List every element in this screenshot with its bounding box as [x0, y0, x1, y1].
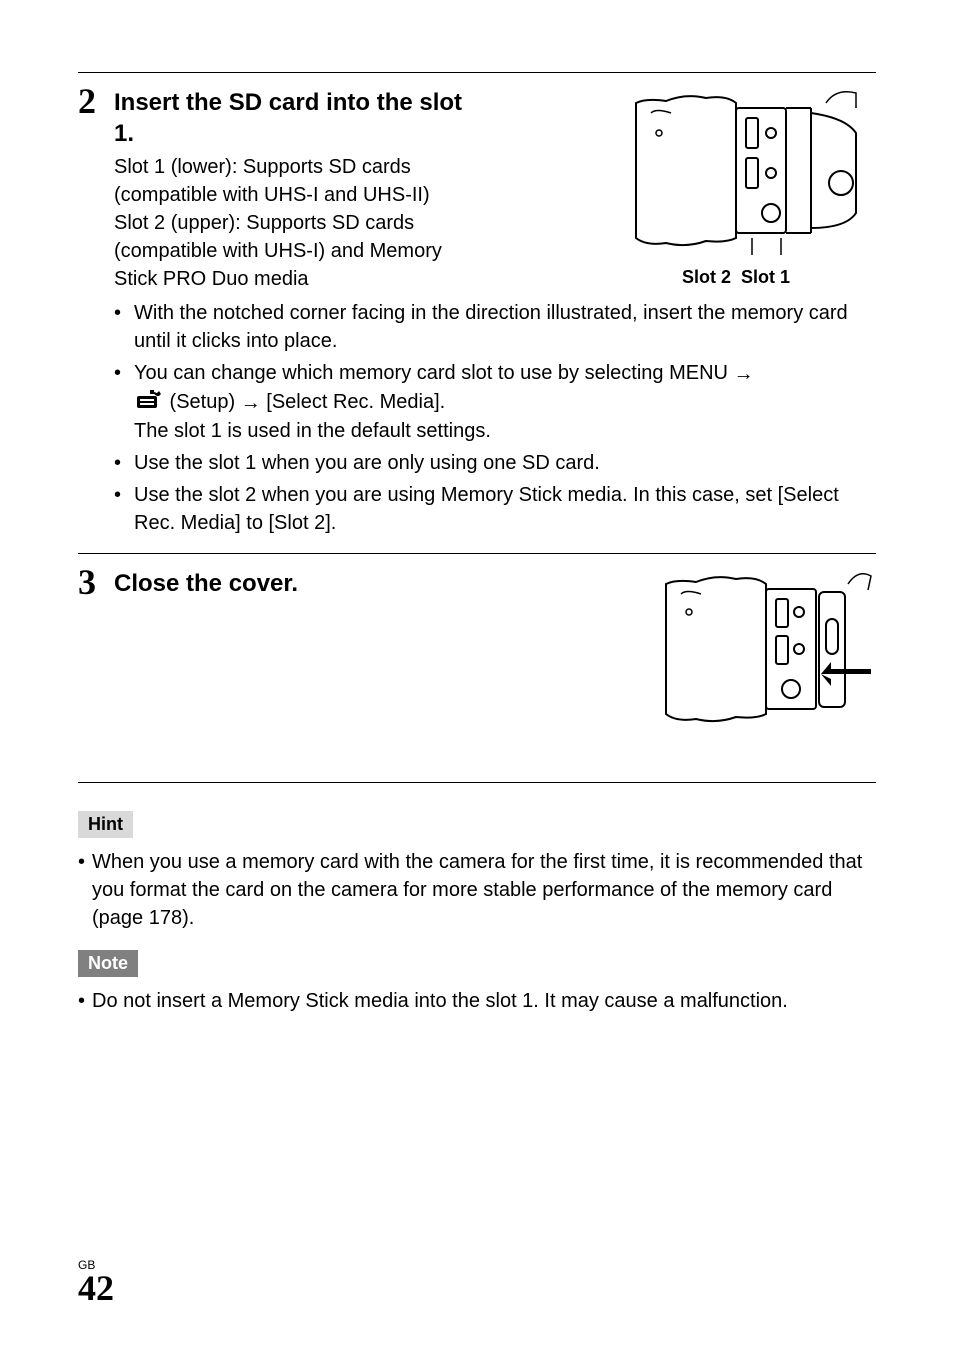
bullet-text: Use the slot 2 when you are using Memory…	[134, 481, 876, 537]
bullet-dot: •	[78, 987, 92, 1015]
page-footer: GB 42	[78, 1258, 114, 1305]
slot2-desc: Slot 2 (upper): Supports SD cards (compa…	[114, 209, 474, 293]
bullet-dot: •	[114, 359, 134, 444]
hint-text: When you use a memory card with the came…	[92, 848, 876, 932]
illustration-close-cover	[636, 564, 876, 729]
bullet-dot: •	[114, 299, 134, 355]
step-3-title: Close the cover.	[114, 564, 298, 599]
bullet-text: With the notched corner facing in the di…	[134, 299, 876, 355]
step-2-block: Slot 2 Slot 1 2 Insert the SD card into …	[78, 73, 876, 553]
step-2-title: Insert the SD card into the slot 1.	[114, 83, 474, 149]
bullet-dot: •	[114, 449, 134, 477]
bullet-change-slot: • You can change which memory card slot …	[114, 359, 876, 444]
bullet-setup: (Setup)	[164, 391, 241, 413]
bullet-use-slot1: • Use the slot 1 when you are only using…	[114, 449, 876, 477]
step-number-2: 2	[78, 83, 106, 119]
step-2-bullets: • With the notched corner facing in the …	[114, 299, 876, 536]
bullet-line2: The slot 1 is used in the default settin…	[134, 417, 876, 445]
bullet-dot: •	[114, 481, 134, 537]
page-content: Slot 2 Slot 1 2 Insert the SD card into …	[78, 72, 876, 1015]
step-3-block: 3 Close the cover.	[78, 554, 876, 782]
bullet-post: [Select Rec. Media].	[261, 391, 446, 413]
note-text: Do not insert a Memory Stick media into …	[92, 987, 788, 1015]
arrow-icon: →	[734, 360, 754, 388]
step-2-body: Slot 1 (lower): Supports SD cards (compa…	[114, 153, 474, 293]
bullet-dot: •	[78, 848, 92, 932]
page-number: 42	[78, 1268, 114, 1308]
note-label: Note	[78, 950, 138, 977]
bullet-notched-corner: • With the notched corner facing in the …	[114, 299, 876, 355]
bullet-text: Use the slot 1 when you are only using o…	[134, 449, 876, 477]
setup-icon	[136, 389, 162, 417]
bullet-text: You can change which memory card slot to…	[134, 359, 876, 444]
bullet-use-slot2: • Use the slot 2 when you are using Memo…	[114, 481, 876, 537]
arrow-icon: →	[241, 389, 261, 417]
note-bullet: • Do not insert a Memory Stick media int…	[78, 987, 876, 1015]
hint-bullet: • When you use a memory card with the ca…	[78, 848, 876, 932]
bullet-pre: You can change which memory card slot to…	[134, 362, 734, 384]
step-number-3: 3	[78, 564, 106, 600]
camera-close-diagram	[636, 564, 876, 724]
camera-slot-diagram	[596, 83, 876, 258]
illustration-sd-slots: Slot 2 Slot 1	[596, 83, 876, 288]
slot1-desc: Slot 1 (lower): Supports SD cards (compa…	[114, 153, 474, 209]
divider-bottom	[78, 782, 876, 783]
slot-labels: Slot 2 Slot 1	[596, 267, 876, 288]
hint-label: Hint	[78, 811, 133, 838]
